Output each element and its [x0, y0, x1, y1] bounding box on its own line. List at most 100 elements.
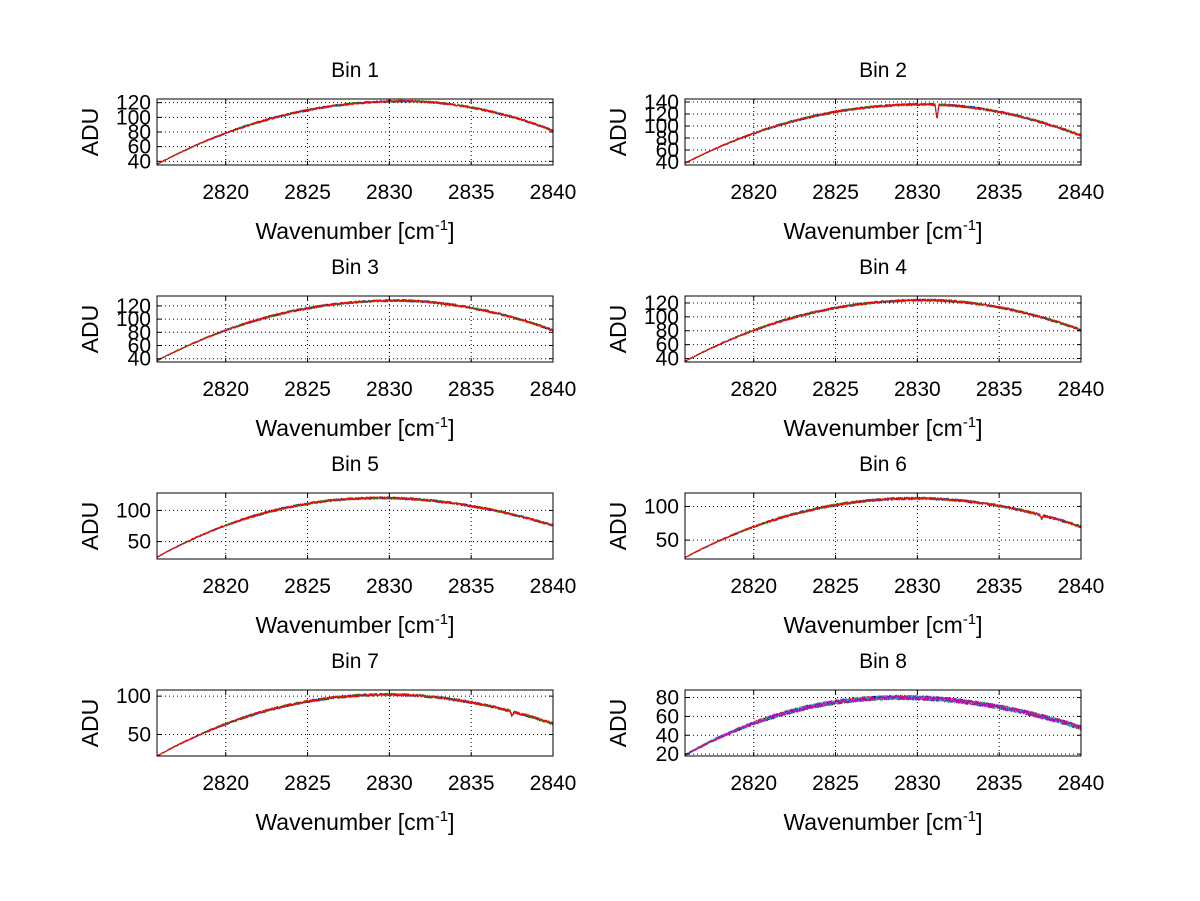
series-line-2: [684, 298, 1082, 362]
subplot-title: Bin 3: [331, 256, 379, 279]
x-axis-label-exponent: -1: [435, 611, 448, 628]
x-tick-label: 2825: [812, 181, 859, 204]
subplot-title: Bin 7: [331, 650, 379, 673]
plot-frame: [156, 492, 554, 560]
series-line-3: [684, 694, 1082, 756]
subplot-bin-5: Bin 5 2820 2825 2830 2835 2840 50 100 Wavenumber…: [77, 453, 576, 638]
series-line-1: [156, 692, 554, 757]
x-axis-label-text: Wavenumber [cm: [783, 809, 962, 835]
y-tick-label: 40: [656, 151, 679, 174]
x-axis-label-exponent: -1: [963, 808, 976, 825]
x-tick-label: 2830: [894, 378, 941, 401]
y-tick-label: 40: [128, 348, 151, 371]
plot-frame: [684, 295, 1082, 363]
y-tick-label: 100: [644, 495, 679, 518]
y-tick-label: 60: [656, 334, 679, 357]
y-tick-label: 100: [644, 306, 679, 329]
x-axis-label-text: Wavenumber [cm: [255, 809, 434, 835]
subplot-title: Bin 1: [331, 59, 379, 82]
y-axis-label: ADU: [605, 502, 631, 551]
series-line-1: [684, 102, 1082, 164]
plot-frame: [684, 689, 1082, 757]
y-tick-label: 40: [656, 348, 679, 371]
series-line-4: [684, 694, 1082, 756]
x-tick-label: 2840: [530, 378, 577, 401]
series-line-2: [156, 496, 553, 558]
x-tick-label: 2835: [976, 378, 1023, 401]
y-tick-label: 100: [116, 499, 151, 522]
x-axis-label: Wavenumber [cm-1]: [783, 611, 982, 638]
y-tick-label: 20: [656, 743, 679, 766]
x-tick-label: 2830: [366, 772, 413, 795]
series-line-2: [684, 102, 1082, 164]
y-tick-label: 40: [656, 724, 679, 747]
x-tick-label: 2825: [284, 378, 331, 401]
y-tick-label: 60: [656, 705, 679, 728]
x-tick-label: 2825: [284, 575, 331, 598]
x-tick-label: 2820: [202, 378, 249, 401]
x-axis-label-bracket: ]: [976, 415, 982, 441]
x-tick-label: 2820: [730, 181, 777, 204]
y-tick-label: 120: [644, 103, 679, 126]
x-axis-label-exponent: -1: [435, 217, 448, 234]
y-tick-label: 100: [116, 308, 151, 331]
x-tick-label: 2825: [812, 378, 859, 401]
x-tick-label: 2840: [530, 181, 577, 204]
series-line-3: [156, 299, 554, 362]
series-line-2: [156, 692, 554, 757]
y-tick-label: 40: [128, 150, 151, 173]
x-tick-label: 2840: [1058, 378, 1105, 401]
plot-frame: [684, 98, 1082, 166]
x-tick-label: 2835: [448, 181, 495, 204]
x-axis-label: Wavenumber [cm-1]: [255, 611, 454, 638]
x-tick-label: 2835: [976, 772, 1023, 795]
series-line-1: [684, 694, 1082, 756]
x-tick-label: 2835: [448, 772, 495, 795]
x-axis-label-text: Wavenumber [cm: [783, 612, 962, 638]
series-line-3: [156, 496, 554, 558]
subplot-title: Bin 8: [859, 650, 907, 673]
x-tick-label: 2825: [812, 772, 859, 795]
x-tick-label: 2820: [730, 772, 777, 795]
series-line-1: [684, 298, 1082, 362]
series-line-3: [156, 692, 554, 757]
y-tick-label: 100: [644, 115, 679, 138]
x-tick-label: 2830: [366, 575, 413, 598]
x-tick-label: 2830: [894, 181, 941, 204]
x-axis-label-bracket: ]: [448, 415, 454, 441]
y-tick-label: 50: [128, 724, 151, 747]
x-tick-label: 2840: [1058, 575, 1105, 598]
x-tick-label: 2840: [1058, 181, 1105, 204]
subplot-bin-6: Bin 6 2820 2825 2830 2835 2840 50 100 Wavenumber…: [605, 453, 1104, 638]
x-axis-label-text: Wavenumber [cm: [783, 415, 962, 441]
subplot-bin-7: Bin 7 2820 2825 2830 2835 2840 50 100 Wavenumber…: [77, 650, 576, 835]
y-tick-label: 50: [656, 529, 679, 552]
series-line-1: [156, 496, 554, 558]
y-tick-label: 80: [656, 320, 679, 343]
x-tick-label: 2825: [812, 575, 859, 598]
x-tick-label: 2830: [366, 181, 413, 204]
plot-frame: [156, 689, 554, 757]
series-line-5: [684, 694, 1082, 756]
y-tick-label: 60: [656, 139, 679, 162]
series-line-2: [157, 299, 554, 362]
x-tick-label: 2835: [976, 181, 1023, 204]
x-axis-label: Wavenumber [cm-1]: [783, 808, 982, 835]
y-tick-label: 80: [128, 121, 151, 144]
x-axis-label: Wavenumber [cm-1]: [783, 414, 982, 441]
subplot-title: Bin 2: [859, 59, 907, 82]
x-axis-label: Wavenumber [cm-1]: [255, 808, 454, 835]
x-axis-label-bracket: ]: [448, 612, 454, 638]
x-axis-label-bracket: ]: [976, 809, 982, 835]
x-axis-label-bracket: ]: [448, 218, 454, 244]
subplot-bin-2: Bin 2 2820 2825 2830 2835 2840 406080100120140…: [605, 59, 1104, 244]
y-axis-label: ADU: [77, 502, 103, 551]
x-axis-label: Wavenumber [cm-1]: [255, 217, 454, 244]
x-axis-label-exponent: -1: [963, 217, 976, 234]
y-tick-label: 50: [128, 531, 151, 554]
y-tick-label: 140: [644, 91, 679, 114]
y-tick-label: 80: [656, 127, 679, 150]
